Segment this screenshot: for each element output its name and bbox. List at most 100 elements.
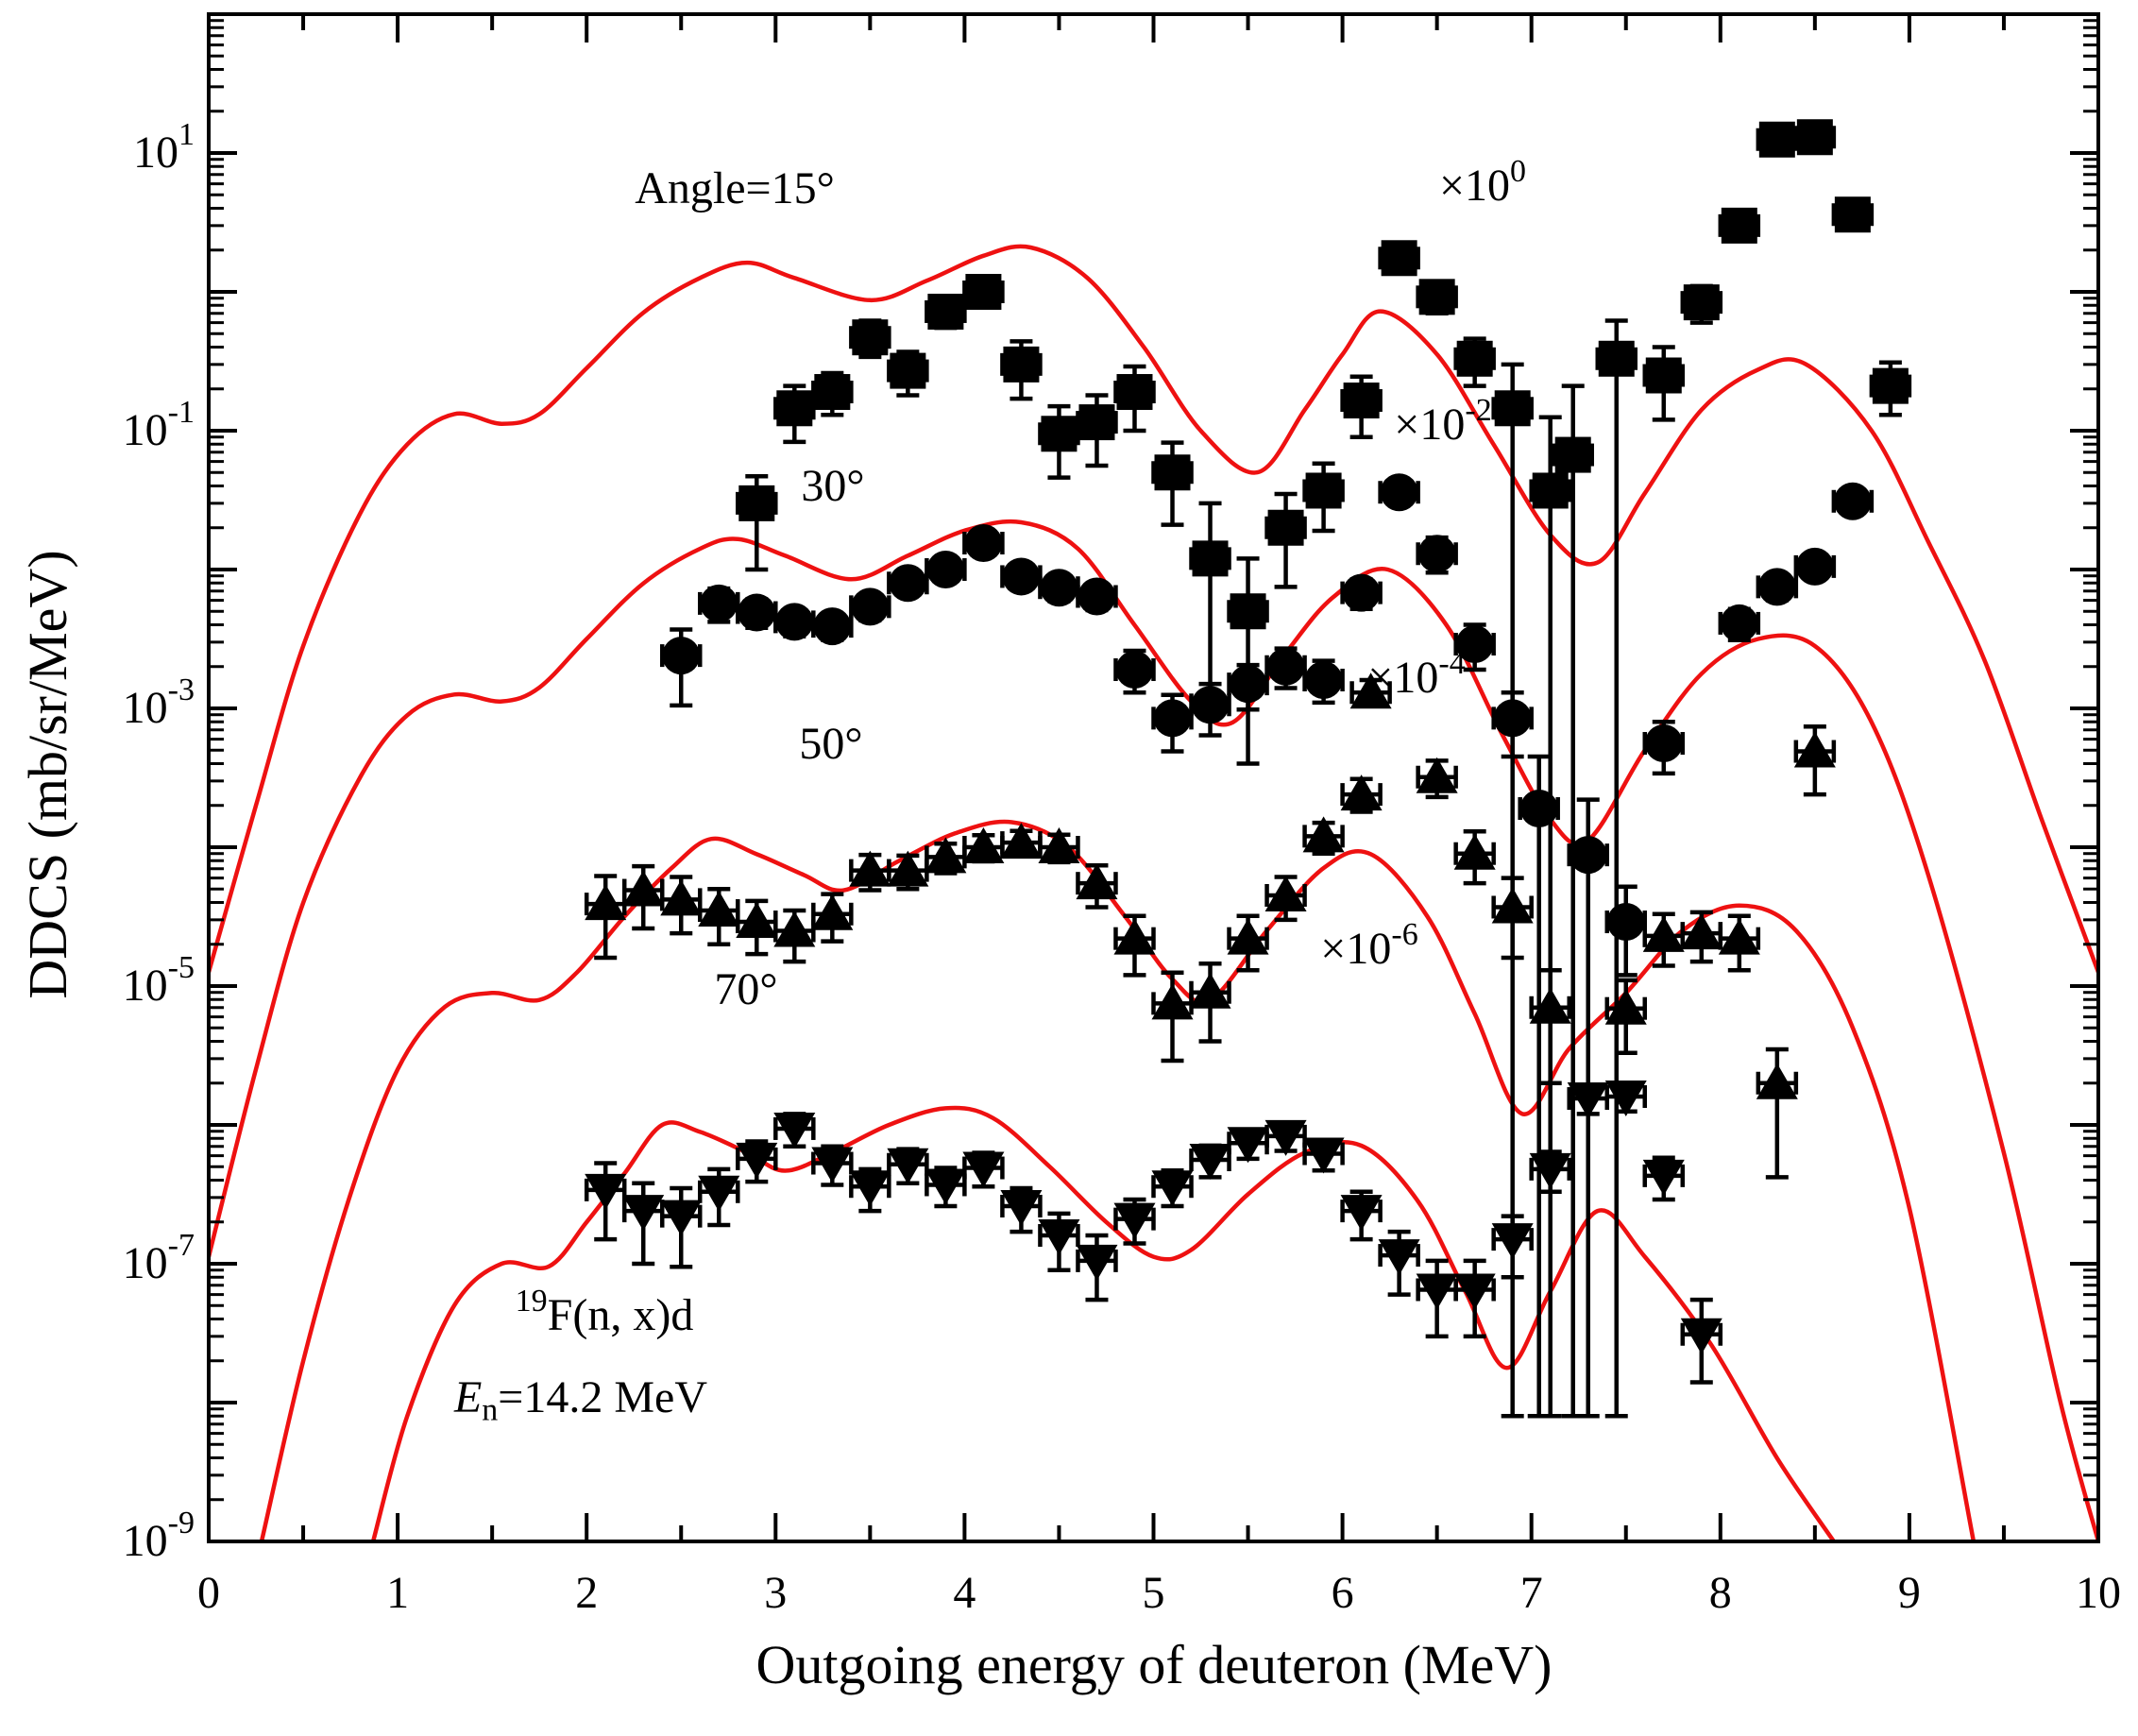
triangle-up-marker <box>1416 757 1458 793</box>
annotation: ×100 <box>1439 154 1526 211</box>
square-marker <box>738 485 775 521</box>
circle-marker <box>1380 473 1418 512</box>
triangle-down-marker <box>773 1112 816 1149</box>
triangle-up-marker <box>1302 816 1345 853</box>
triangle-up-marker <box>1038 827 1080 863</box>
series-angle-70 <box>584 1080 1723 1385</box>
circle-marker <box>1757 568 1796 606</box>
triangle-up-marker <box>1453 833 1496 870</box>
series-angle-50 <box>584 672 1837 1180</box>
circle-marker <box>1644 724 1683 763</box>
triangle-up-marker <box>1000 823 1043 859</box>
triangle-up-marker <box>1529 987 1571 1024</box>
triangle-down-marker <box>698 1175 740 1212</box>
annotation: En=14.2 MeV <box>453 1372 707 1428</box>
triangle-up-marker <box>1756 1063 1798 1099</box>
triangle-up-marker <box>1189 972 1231 1009</box>
triangle-down-marker <box>1567 1082 1609 1119</box>
triangle-up-marker <box>1076 863 1118 900</box>
x-tick-label: 5 <box>1143 1568 1165 1618</box>
y-axis-title: DDCS (mb/sr/MeV) <box>17 550 78 998</box>
circle-marker <box>1304 660 1343 699</box>
square-marker <box>1003 346 1040 383</box>
circle-marker <box>851 587 890 626</box>
x-tick-label: 0 <box>197 1568 220 1618</box>
data-points <box>584 119 1912 1419</box>
annotation: Angle=15° <box>635 163 835 213</box>
circle-marker <box>1833 482 1872 520</box>
triangle-up-marker <box>962 827 1005 863</box>
triangle-down-marker <box>887 1148 929 1184</box>
triangle-up-marker <box>1718 918 1760 955</box>
x-tick-label: 6 <box>1332 1568 1354 1618</box>
annotation: ×10-4 <box>1367 646 1465 703</box>
circle-marker <box>926 551 965 588</box>
x-tick-label: 2 <box>575 1568 598 1618</box>
square-marker <box>965 274 1002 310</box>
x-tick-label: 4 <box>953 1568 976 1618</box>
theory-70 <box>370 1105 1836 1542</box>
triangle-up-marker <box>1680 913 1722 950</box>
circle-marker <box>1342 573 1381 612</box>
triangle-up-marker <box>1113 918 1156 955</box>
triangle-up-marker <box>849 850 891 887</box>
triangle-up-marker <box>925 837 967 874</box>
triangle-down-marker <box>1529 1152 1571 1189</box>
square-marker <box>814 374 851 411</box>
square-marker <box>1532 472 1569 509</box>
square-marker <box>1078 404 1115 441</box>
triangle-down-marker <box>1113 1202 1156 1239</box>
theory-curves <box>209 244 2098 1542</box>
triangle-up-marker <box>1604 988 1647 1025</box>
plot-frame <box>207 12 2100 1543</box>
square-marker <box>1872 367 1909 404</box>
square-marker <box>776 390 813 427</box>
theory-15 <box>209 244 2098 974</box>
triangle-down-marker <box>622 1195 665 1232</box>
triangle-down-marker <box>1038 1218 1080 1255</box>
tick-labels: 0 1 2 3 4 5 6 7 8 9 10 101 10-1 10-3 10-5 10-7 10-9 <box>123 117 2121 1618</box>
triangle-down-marker <box>660 1200 703 1236</box>
x-tick-label: 8 <box>1709 1568 1732 1618</box>
triangle-up-marker <box>660 879 703 916</box>
triangle-down-marker <box>1453 1273 1496 1310</box>
y-tick-label: 10-5 <box>123 950 195 1011</box>
triangle-down-marker <box>585 1173 627 1210</box>
circle-marker <box>738 593 776 632</box>
triangle-down-marker <box>849 1170 891 1207</box>
triangle-down-marker <box>1340 1195 1383 1232</box>
triangle-up-marker <box>811 894 854 930</box>
annotation: ×10-6 <box>1320 917 1417 974</box>
circle-marker <box>1569 836 1607 875</box>
square-marker <box>1192 540 1229 577</box>
square-marker <box>1758 121 1795 158</box>
triangle-up-marker <box>1264 875 1307 911</box>
circle-marker <box>1191 686 1230 724</box>
square-marker <box>1456 340 1493 377</box>
circle-marker <box>889 564 927 603</box>
annotations: Angle=15° ×100 30° ×10-2 50° ×10-4 70° ×10-6 19F… <box>453 154 1526 1428</box>
square-marker <box>1494 390 1531 427</box>
triangle-down-marker <box>962 1151 1005 1188</box>
circle-marker <box>1720 604 1758 642</box>
triangle-down-marker <box>1642 1159 1685 1196</box>
square-marker <box>1683 284 1720 321</box>
series-angle-30 <box>659 473 1875 1419</box>
square-marker <box>1116 374 1153 411</box>
axis-ticks <box>209 14 2098 1541</box>
triangle-up-marker <box>1642 915 1685 952</box>
triangle-down-marker <box>1378 1239 1420 1276</box>
y-tick-label: 101 <box>133 117 195 178</box>
triangle-up-marker <box>1227 918 1269 955</box>
circle-marker <box>1077 577 1116 616</box>
triangle-up-marker <box>622 870 665 907</box>
circle-marker <box>662 637 701 675</box>
x-tick-label: 1 <box>386 1568 409 1618</box>
triangle-up-marker <box>585 884 627 921</box>
triangle-down-marker <box>1000 1189 1043 1226</box>
circle-marker <box>700 584 738 622</box>
square-marker <box>1796 119 1833 156</box>
triangle-down-marker <box>1491 1223 1534 1260</box>
